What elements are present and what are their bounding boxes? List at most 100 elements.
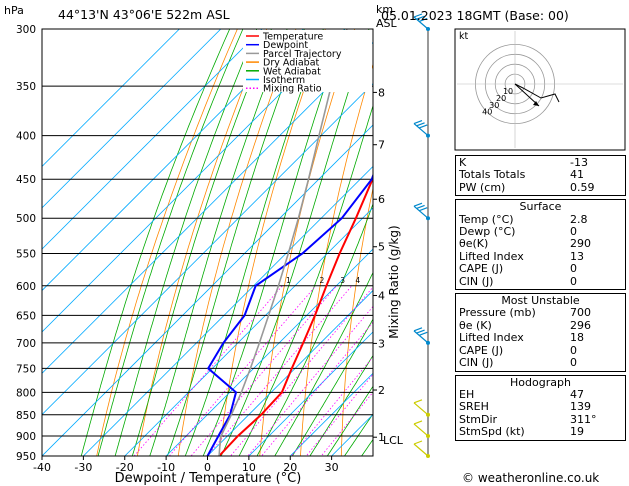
isotherm (42, 29, 263, 250)
legend-label: Temperature (262, 32, 323, 43)
height-tick-label: 4 (378, 290, 385, 303)
pressure-tick-label: 650 (16, 310, 36, 322)
pressure-tick-label: 350 (16, 81, 36, 93)
legend-label: Isotherm (263, 75, 305, 86)
hodograph-block: Hodograph EH 47 SREH 139 StmDir 311° StmSpd… (455, 374, 626, 441)
pressure-tick-label: 850 (16, 410, 36, 422)
legend-label: Parcel Trajectory (263, 49, 342, 60)
temperature-tick-label: 10 (242, 461, 256, 474)
temperature-tick-label: -10 (157, 461, 175, 474)
mixing-ratio-tick-label: 3 (340, 276, 345, 285)
hodograph-ring-label: 30 (489, 101, 499, 110)
mixing-ratio-line (290, 356, 373, 456)
most-unstable-row: Lifted Index 18 (459, 331, 584, 345)
storm-motion-arrowhead (533, 101, 539, 106)
wind-barb-flag (418, 17, 428, 22)
height-tick-label: 6 (378, 193, 385, 206)
index-row-pw: PW (cm) 0.59 (459, 180, 595, 194)
wind-barb-staff (413, 443, 429, 457)
pressure-tick-label: 300 (16, 24, 36, 36)
wind-barb-flag (416, 15, 425, 20)
height-tick-label: 1 (378, 431, 385, 444)
wind-barb-staff (413, 423, 429, 437)
background-lines (42, 29, 373, 456)
isotherm (248, 331, 373, 456)
mixing-ratio-tick-label: 2 (319, 276, 324, 285)
legend-label: Dry Adiabat (263, 58, 320, 69)
most-unstable-row: CIN (J) 0 (459, 356, 577, 370)
pressure-tick-label: 550 (16, 249, 36, 261)
x-axis-label: Dewpoint / Temperature (°C) (115, 471, 302, 486)
surface-row: Dewp (°C) 0 (459, 225, 577, 239)
temperature-tick-label: -40 (33, 461, 51, 474)
wind-barb-flag (418, 124, 428, 129)
header-location: 44°13'N 43°06'E 522m ASL (58, 7, 230, 22)
wind-barb-flag (413, 420, 423, 425)
hodograph-row: EH 47 (459, 387, 584, 401)
legend-label: Mixing Ratio (263, 84, 322, 95)
temperature-tick-label: -30 (74, 461, 92, 474)
wet-adiabat (274, 271, 373, 456)
series-parcel-trajectory (218, 29, 348, 456)
wind-barb-flag (416, 122, 425, 127)
wind-barb-staff (413, 205, 429, 219)
wind-barb-staff (413, 123, 429, 137)
isotherm (82, 165, 373, 456)
hodograph-row: SREH 139 (459, 400, 591, 414)
wet-adiabat (149, 29, 288, 456)
series-temperature (218, 175, 373, 456)
wind-barb-staff (413, 16, 429, 30)
mixing-ratio-line (247, 305, 373, 456)
index-row-totals: Totals Totals 41 (459, 168, 584, 182)
pressure-tick-label: 600 (16, 281, 36, 293)
wet-adiabat (80, 29, 231, 456)
wind-barb-flag (418, 331, 428, 336)
height-unit-top: km (376, 3, 393, 16)
height-tick-label: 3 (378, 337, 385, 350)
pressure-tick-label: 750 (16, 363, 36, 375)
surface-block: Surface Temp (°C) 2.8 Dewp (°C) 0 θe(K) 290… (455, 199, 626, 291)
isotherm (124, 207, 373, 456)
wet-adiabat (131, 29, 272, 456)
surface-title: Surface (519, 200, 562, 214)
isotherm (289, 372, 373, 456)
temperature-tick-label: 30 (325, 461, 339, 474)
copyright-footer[interactable]: © weatheronline.co.uk (462, 471, 600, 485)
isotherm (42, 29, 180, 167)
legend-label: Wet Adiabat (263, 66, 321, 77)
wet-adiabat (184, 29, 324, 456)
indices-panel: K -13 Totals Totals 41 PW (cm) 0.59 Surface… (455, 155, 626, 444)
mixing-ratio-tick-label: 4 (355, 276, 360, 285)
hodograph-row: StmDir 311° (459, 412, 597, 426)
pressure-tick-label: 450 (16, 174, 36, 186)
indices-block: K -13 Totals Totals 41 PW (cm) 0.59 (455, 155, 626, 197)
header-datetime: 05.01.2023 18GMT (Base: 00) (381, 8, 569, 23)
pressure-unit: hPa (4, 4, 24, 17)
height-tick-label: 8 (378, 86, 385, 99)
pressure-tick-label: 400 (16, 131, 36, 143)
isotherm (42, 124, 373, 456)
most-unstable-row: Pressure (mb) 700 (459, 306, 591, 320)
isotherm (42, 29, 222, 209)
surface-row: CAPE (J) 0 (459, 262, 577, 276)
wet-adiabat (114, 29, 258, 456)
wind-barb-staff (413, 402, 429, 416)
profile-lines (206, 29, 373, 456)
hodograph-unit: kt (459, 31, 469, 42)
mixing-ratio-axis-label: Mixing Ratio (g/kg) (387, 225, 401, 338)
isotherm (42, 29, 346, 333)
wind-barb-flag (418, 207, 428, 212)
legend-box (243, 30, 372, 92)
wet-adiabat (361, 438, 373, 456)
axes: 1 2 3 4300350400450500550600650700750800850… (16, 24, 385, 474)
hodograph-ring-label: 10 (503, 87, 513, 96)
hodograph-trace (514, 83, 560, 103)
wind-barb-staff (413, 330, 429, 344)
height-tick-label: 7 (378, 139, 385, 152)
temperature-tick-label: 20 (283, 461, 297, 474)
wet-adiabat (167, 29, 305, 456)
isotherm (206, 289, 373, 456)
wet-adiabat (238, 104, 373, 456)
